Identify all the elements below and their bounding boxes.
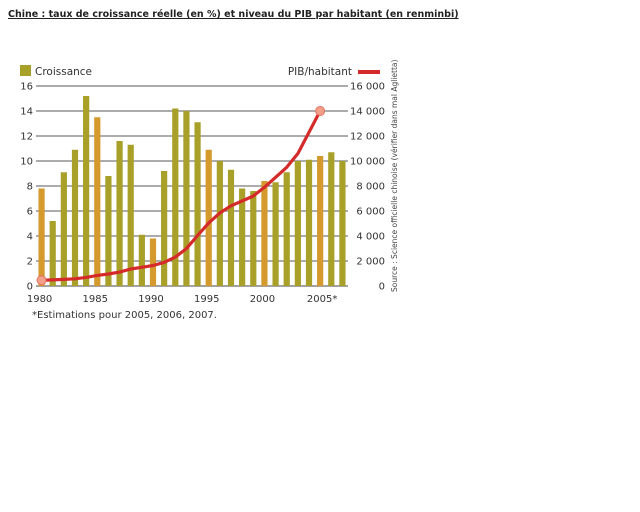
bar-1988 bbox=[127, 144, 134, 286]
y-right-tick-label: 16 000 bbox=[350, 82, 385, 93]
bar-1986 bbox=[105, 176, 112, 286]
bar-1997 bbox=[227, 169, 235, 286]
bar-1999 bbox=[250, 191, 257, 286]
legend-label-croissance: Croissance bbox=[35, 66, 92, 78]
y-right-tick-label: 2 000 bbox=[356, 257, 385, 268]
bar-1992 bbox=[172, 108, 179, 286]
bar-1985 bbox=[94, 117, 101, 286]
bar-1981 bbox=[49, 221, 56, 286]
x-tick-label: 2005* bbox=[307, 294, 337, 305]
y-right-tick-label: 12 000 bbox=[350, 132, 385, 143]
x-tick-label: 1990 bbox=[138, 294, 163, 305]
y-left-tick-label: 14 bbox=[20, 107, 33, 118]
x-tick-label: 1995 bbox=[194, 294, 219, 305]
gridlines bbox=[36, 85, 348, 287]
y-left-tick-label: 2 bbox=[27, 257, 33, 268]
x-tick-label: 1980 bbox=[27, 294, 52, 305]
bar-2006 bbox=[328, 152, 335, 286]
y-axis-right: 0 2 000 4 000 6 000 8 000 10 000 12 000 14 000 1… bbox=[350, 82, 385, 293]
y-left-tick-label: 4 bbox=[27, 232, 33, 243]
legend-label-pib: PIB/habitant bbox=[288, 66, 352, 78]
footnote: *Estimations pour 2005, 2006, 2007. bbox=[32, 310, 217, 321]
y-left-tick-label: 8 bbox=[27, 182, 33, 193]
bar-series bbox=[38, 96, 346, 286]
bar-1987 bbox=[116, 141, 123, 286]
page-title: Chine : taux de croissance réelle (en %)… bbox=[8, 9, 459, 20]
legend-swatch-croissance bbox=[20, 65, 31, 76]
x-tick-label: 2000 bbox=[250, 294, 275, 305]
bar-1991 bbox=[161, 171, 168, 286]
y-right-tick-label: 10 000 bbox=[350, 157, 385, 168]
y-left-tick-label: 6 bbox=[27, 207, 33, 218]
bar-1998 bbox=[239, 188, 246, 286]
bar-1990 bbox=[149, 238, 157, 286]
bar-1995 bbox=[205, 149, 212, 286]
y-left-tick-label: 10 bbox=[20, 157, 33, 168]
y-left-tick-label: 16 bbox=[20, 82, 33, 93]
y-right-tick-label: 0 bbox=[379, 282, 385, 293]
x-tick-label: 1985 bbox=[83, 294, 108, 305]
bar-1980 bbox=[38, 188, 45, 286]
y-axis-left: 0 2 4 6 8 10 12 14 16 bbox=[20, 82, 33, 293]
bar-1994 bbox=[194, 122, 201, 286]
bar-2001 bbox=[272, 182, 279, 286]
bar-1983 bbox=[71, 149, 79, 286]
bar-1982 bbox=[60, 172, 67, 286]
y-right-tick-label: 6 000 bbox=[356, 207, 385, 218]
bar-2003 bbox=[294, 161, 301, 286]
bar-2007 bbox=[339, 161, 346, 286]
bar-1993 bbox=[183, 111, 190, 286]
bar-2000 bbox=[261, 181, 268, 286]
bar-1989 bbox=[138, 234, 145, 286]
line-series bbox=[36, 106, 326, 286]
bar-2005 bbox=[317, 156, 324, 286]
y-left-tick-label: 0 bbox=[27, 282, 33, 293]
bar-1996 bbox=[216, 161, 223, 286]
y-right-tick-label: 8 000 bbox=[356, 182, 385, 193]
x-axis: 1980 1985 1990 1995 2000 2005* bbox=[27, 294, 338, 305]
bar-2004 bbox=[305, 159, 313, 286]
y-right-tick-label: 14 000 bbox=[350, 107, 385, 118]
bar-1984 bbox=[83, 96, 90, 286]
pib-line bbox=[39, 109, 322, 282]
pib-marker-1980 bbox=[36, 275, 47, 286]
y-right-tick-label: 4 000 bbox=[356, 232, 385, 243]
source-note: Source : Science officielle chinoise (vé… bbox=[390, 59, 399, 292]
pib-marker-2005 bbox=[315, 106, 326, 116]
bar-2002 bbox=[283, 172, 290, 286]
y-left-tick-label: 12 bbox=[20, 132, 33, 143]
